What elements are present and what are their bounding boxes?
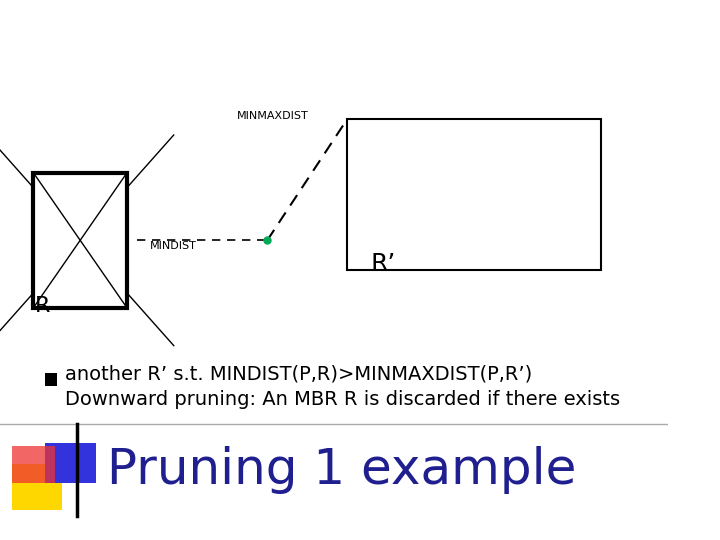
Bar: [45, 443, 96, 483]
Text: Downward pruning: An MBR R is discarded if there exists: Downward pruning: An MBR R is discarded …: [66, 390, 621, 409]
Bar: [45, 373, 58, 386]
Bar: [12, 464, 62, 510]
Text: MINDIST: MINDIST: [150, 241, 197, 251]
Bar: [33, 173, 127, 308]
Bar: [12, 446, 55, 483]
Text: MINMAXDIST: MINMAXDIST: [237, 111, 309, 121]
Text: another R’ s.t. MINDIST(P,R)>MINMAXDIST(P,R’): another R’ s.t. MINDIST(P,R)>MINMAXDIST(…: [66, 364, 533, 383]
Text: Pruning 1 example: Pruning 1 example: [107, 446, 576, 494]
Text: R’: R’: [371, 253, 396, 276]
Text: R: R: [35, 296, 50, 316]
Bar: [348, 119, 601, 270]
